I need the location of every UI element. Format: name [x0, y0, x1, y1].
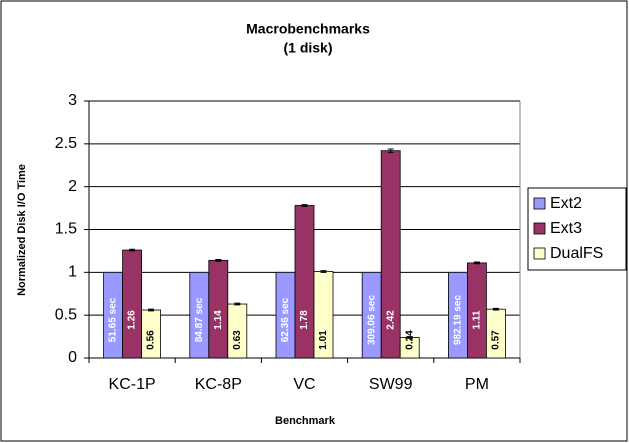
- x-tick-label: KC-1P: [109, 376, 156, 393]
- value-label: 0.63: [232, 330, 243, 350]
- value-label: 1.01: [318, 330, 329, 350]
- legend-swatch: [533, 247, 546, 260]
- value-label: 51.65 sec: [108, 297, 119, 342]
- error-bar: [129, 248, 136, 252]
- error-bar: [387, 148, 394, 153]
- error-bar: [234, 302, 241, 306]
- y-tick-label: 0.5: [55, 306, 77, 323]
- value-label: 62.36 sec: [280, 297, 291, 342]
- bar: [294, 205, 315, 359]
- error-bar: [301, 204, 308, 207]
- x-tick-label: PM: [465, 376, 489, 393]
- value-label: 84.87 sec: [194, 297, 205, 342]
- value-label: 1.14: [213, 310, 224, 330]
- legend-label: Ext2: [550, 195, 582, 212]
- error-bar: [215, 258, 222, 262]
- chart-title: Macrobenchmarks: [246, 21, 370, 37]
- y-tick-label: 0: [68, 349, 77, 366]
- bar: [122, 249, 142, 359]
- legend-label: DualFS: [550, 245, 603, 262]
- y-tick-label: 2: [68, 178, 77, 195]
- y-tick-label: 2.5: [55, 135, 77, 152]
- value-label: 0.24: [404, 330, 415, 350]
- bar: [208, 259, 229, 359]
- error-bar: [148, 308, 155, 312]
- chart-subtitle: (1 disk): [283, 40, 332, 56]
- x-axis-label: Benchmark: [275, 415, 336, 427]
- y-axis-label: Normalized Disk I/O Time: [16, 164, 28, 296]
- value-label: 309.06 sec: [366, 295, 377, 345]
- error-bar: [406, 336, 413, 339]
- value-label: 1.11: [472, 310, 483, 329]
- value-label: 0.57: [491, 330, 502, 350]
- error-bar: [320, 270, 327, 273]
- error-bar: [492, 307, 499, 311]
- value-label: 982.19 sec: [453, 295, 464, 345]
- error-bar: [473, 261, 480, 265]
- bar: [466, 262, 487, 359]
- y-tick-label: 1: [68, 264, 77, 281]
- value-label: 1.78: [299, 310, 310, 330]
- y-tick-label: 1.5: [55, 221, 77, 238]
- value-label: 0.56: [146, 330, 157, 350]
- legend-swatch: [533, 197, 546, 210]
- value-label: 1.26: [127, 310, 138, 330]
- legend-swatch: [533, 222, 546, 235]
- x-tick-label: SW99: [369, 376, 413, 393]
- y-tick-label: 3: [68, 92, 77, 109]
- x-tick-label: VC: [293, 376, 315, 393]
- value-label: 2.42: [385, 310, 396, 330]
- legend-label: Ext3: [550, 220, 582, 237]
- x-tick-label: KC-8P: [195, 376, 242, 393]
